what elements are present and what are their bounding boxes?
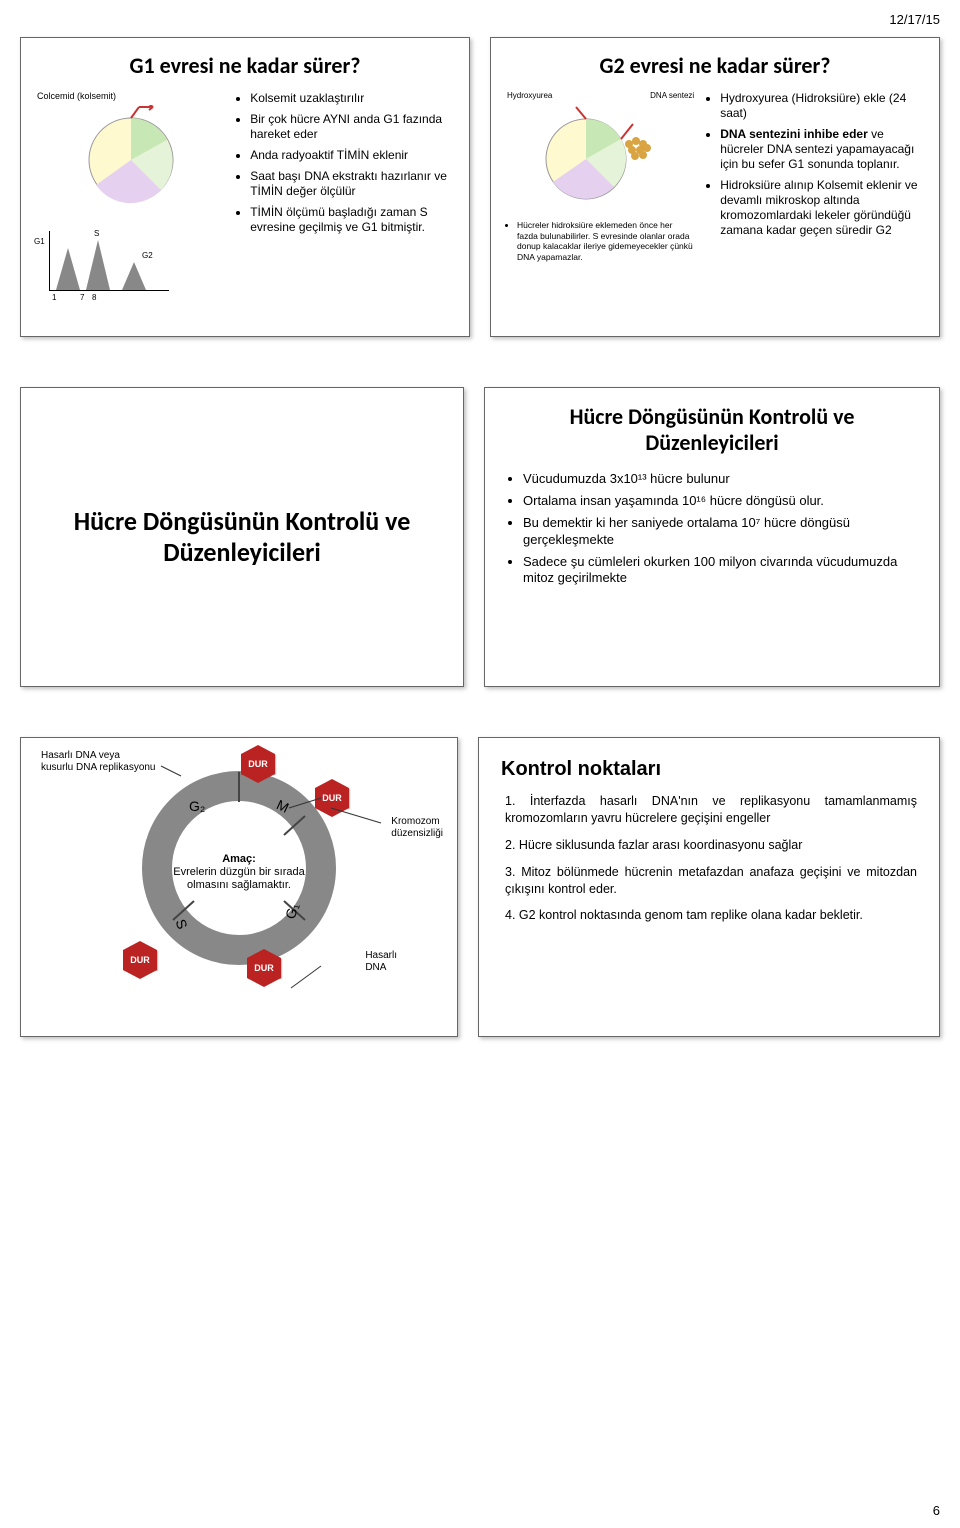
- dna-label: DNA sentezi: [650, 91, 694, 100]
- slide4-bullets: Vücudumuzda 3x10¹³ hücre bulunur Ortalam…: [523, 471, 917, 587]
- list-item: Sadece şu cümleleri okurken 100 milyon c…: [523, 554, 917, 587]
- list-item: 4. G2 kontrol noktasında genom tam repli…: [505, 907, 917, 924]
- list-item: Saat başı DNA ekstraktı hazırlanır ve Tİ…: [250, 169, 453, 199]
- amac-text: Amaç: Evrelerin düzgün bir sırada olması…: [169, 853, 309, 893]
- slide4-title: Hücre Döngüsünün Kontrolü ve Düzenleyici…: [507, 404, 917, 457]
- slide1-title: G1 evresi ne kadar sürer?: [37, 52, 453, 79]
- colcemid-label: Colcemid (kolsemit): [37, 91, 224, 101]
- slide2-caption: Hücreler hidroksiüre eklemeden önce her …: [517, 220, 694, 263]
- pie-chart-2: [531, 104, 671, 214]
- slide6-title: Kontrol noktaları: [501, 758, 917, 781]
- slide6-items: 1. İnterfazda hasarlı DNA'nın ve replika…: [505, 793, 917, 924]
- page-date: 12/17/15: [20, 12, 940, 27]
- pie-chart-1: [61, 105, 201, 225]
- chr-irregularity-label: Kromozom düzensizliği: [391, 816, 443, 840]
- slide-section-title-left: Hücre Döngüsünün Kontrolü ve Düzenleyici…: [20, 387, 464, 687]
- slide3-title: Hücre Döngüsünün Kontrolü ve Düzenleyici…: [37, 506, 447, 568]
- hydroxy-label: Hydroxyurea: [507, 91, 552, 100]
- damaged-dna-label-2: Hasarlı DNA: [365, 950, 397, 974]
- slide-stats: Hücre Döngüsünün Kontrolü ve Düzenleyici…: [484, 387, 940, 687]
- list-item: 2. Hücre siklusunda fazlar arası koordin…: [505, 837, 917, 854]
- slide-checkpoints-diagram: Hasarlı DNA veya kusurlu DNA replikasyon…: [20, 737, 458, 1037]
- dur-hex-bottom: DUR: [247, 958, 281, 978]
- page-number: 6: [933, 1503, 940, 1518]
- list-item: Hidroksiüre alınıp Kolsemit eklenir ve d…: [720, 178, 923, 238]
- list-item: Vücudumuzda 3x10¹³ hücre bulunur: [523, 471, 917, 487]
- slide-row-3: Hasarlı DNA veya kusurlu DNA replikasyon…: [20, 737, 940, 1037]
- list-item: 1. İnterfazda hasarlı DNA'nın ve replika…: [505, 793, 917, 827]
- dur-hex-top: DUR: [241, 754, 275, 774]
- phase-g2: G₂: [189, 798, 205, 814]
- dur-hex-left: DUR: [123, 950, 157, 970]
- dur-hex-right-top: DUR: [315, 788, 349, 808]
- slide-g2: G2 evresi ne kadar sürer? Hydroxyurea DN…: [490, 37, 940, 337]
- list-item: Anda radyoaktif TİMİN eklenir: [250, 148, 453, 163]
- slide-row-1: G1 evresi ne kadar sürer? Colcemid (kols…: [20, 37, 940, 337]
- list-item: Ortalama insan yaşamında 10¹⁶ hücre döng…: [523, 493, 917, 509]
- slide2-bullets: Hydroxyurea (Hidroksiüre) ekle (24 saat)…: [720, 91, 923, 238]
- cell-cycle-ring: G₂ M G₁ S Amaç: Evrelerin düzgün bir sır…: [129, 758, 349, 978]
- slide-row-2: Hücre Döngüsünün Kontrolü ve Düzenleyici…: [20, 387, 940, 687]
- slide-kontrol-noktalari: Kontrol noktaları 1. İnterfazda hasarlı …: [478, 737, 940, 1037]
- list-item: DNA sentezini inhibe eder ve hücreler DN…: [720, 127, 923, 172]
- list-item: Kolsemit uzaklaştırılır: [250, 91, 453, 106]
- slide2-title: G2 evresi ne kadar sürer?: [507, 52, 923, 79]
- list-item: TİMİN ölçümü başladığı zaman S evresine …: [250, 205, 453, 235]
- list-item: 3. Mitoz bölünmede hücrenin metafazdan a…: [505, 864, 917, 898]
- slide-g1: G1 evresi ne kadar sürer? Colcemid (kols…: [20, 37, 470, 337]
- list-item: Bu demektir ki her saniyede ortalama 10⁷…: [523, 515, 917, 548]
- list-item: Hydroxyurea (Hidroksiüre) ekle (24 saat): [720, 91, 923, 121]
- mini-graph: 1 7 8 G1 S G2: [49, 231, 169, 291]
- list-item: Bir çok hücre AYNI anda G1 fazında harek…: [250, 112, 453, 142]
- slide1-bullets: Kolsemit uzaklaştırılır Bir çok hücre AY…: [250, 91, 453, 235]
